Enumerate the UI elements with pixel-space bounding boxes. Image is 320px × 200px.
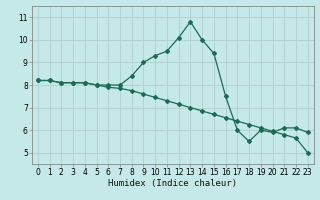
- X-axis label: Humidex (Indice chaleur): Humidex (Indice chaleur): [108, 179, 237, 188]
